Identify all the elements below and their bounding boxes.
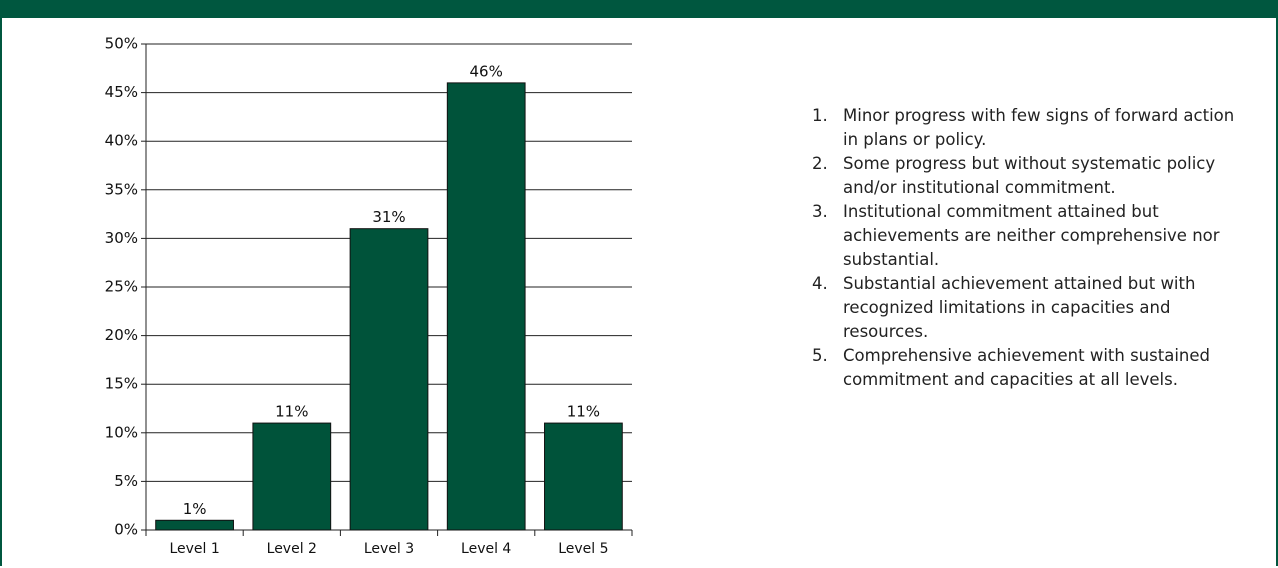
note-item: 3. Institutional commitment attained but … <box>812 200 1242 272</box>
note-number: 2. <box>812 154 828 173</box>
x-tick-label: Level 5 <box>558 541 608 557</box>
x-tick-label: Level 2 <box>267 541 317 557</box>
note-number: 4. <box>812 274 828 293</box>
y-tick-label: 10% <box>105 423 138 441</box>
note-item: 2. Some progress but without systematic p… <box>812 152 1242 200</box>
bar <box>446 82 526 531</box>
note-number: 5. <box>812 346 828 365</box>
header-bar <box>0 0 1278 18</box>
bar <box>155 519 234 531</box>
y-tick-label: 35% <box>105 180 138 198</box>
y-tick-label: 15% <box>105 375 138 393</box>
note-text: Comprehensive achievement with sustained… <box>843 346 1210 389</box>
note-item: 1. Minor progress with few signs of forwa… <box>812 104 1242 152</box>
y-tick-label: 20% <box>105 326 138 344</box>
y-tick-label: 45% <box>105 83 138 101</box>
note-text: Minor progress with few signs of forward… <box>843 106 1235 149</box>
data-label: 46% <box>470 62 503 80</box>
y-tick-label: 30% <box>105 229 138 247</box>
data-label: 31% <box>372 208 405 226</box>
x-tick-label: Level 4 <box>461 541 511 557</box>
bar <box>544 422 623 531</box>
note-item: 4. Substantial achievement attained but w… <box>812 272 1242 344</box>
data-label: 11% <box>275 403 308 421</box>
y-tick-label: 50% <box>105 35 138 53</box>
level-notes: 1. Minor progress with few signs of forwa… <box>812 104 1242 392</box>
y-tick-label: 0% <box>114 521 138 539</box>
note-text: Some progress but without systematic pol… <box>843 154 1216 197</box>
y-tick-label: 40% <box>105 132 138 150</box>
note-number: 1. <box>812 106 828 125</box>
note-number: 3. <box>812 202 828 221</box>
note-text: Institutional commitment attained but ac… <box>843 202 1220 269</box>
y-tick-label: 5% <box>114 472 138 490</box>
y-tick-label: 25% <box>105 278 138 296</box>
note-text: Substantial achievement attained but wit… <box>843 274 1196 341</box>
data-label: 1% <box>183 500 207 518</box>
bar <box>349 228 429 531</box>
x-tick-label: Level 1 <box>169 541 219 557</box>
x-tick-label: Level 3 <box>364 541 414 557</box>
data-label: 11% <box>567 403 600 421</box>
bar <box>252 422 332 531</box>
chart: 0% 5% 10% 15% 20% 25% 30% 35% 40% 45% 50% Level 1 1%… <box>105 35 633 557</box>
note-item: 5. Comprehensive achievement with sustain… <box>812 344 1242 392</box>
